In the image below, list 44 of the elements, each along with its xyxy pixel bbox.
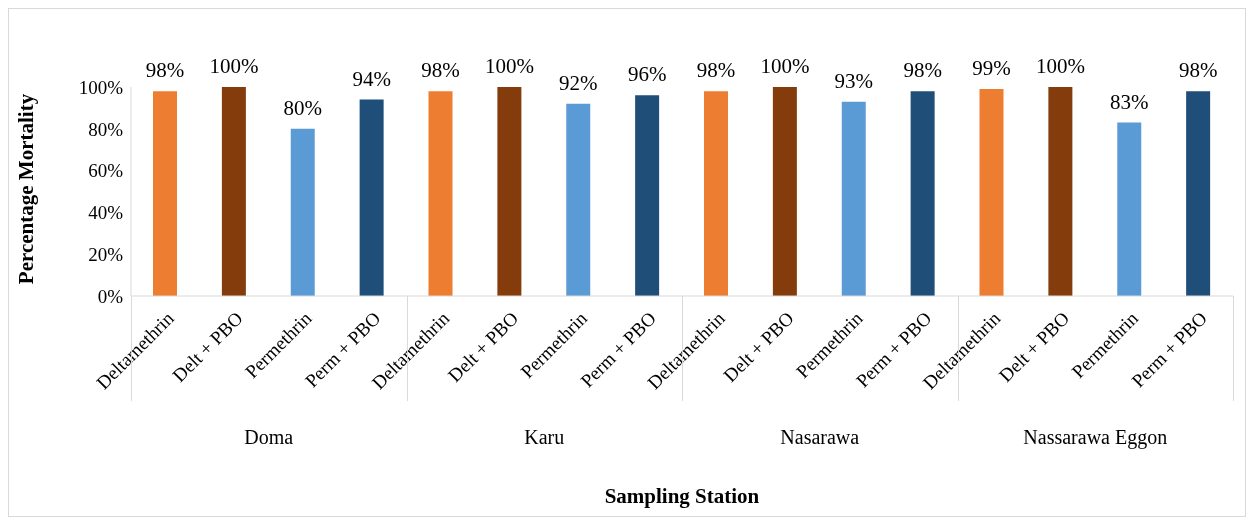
data-label: 100% — [1035, 54, 1085, 78]
bar — [979, 89, 1004, 296]
bar — [1048, 87, 1073, 296]
data-label: 94% — [352, 66, 391, 91]
data-label: 98% — [1178, 58, 1218, 83]
bar — [841, 101, 866, 296]
data-label: 80% — [283, 95, 322, 120]
bar — [566, 103, 591, 296]
data-label: 100% — [760, 54, 810, 78]
bar — [290, 128, 315, 296]
bar — [772, 87, 797, 296]
text: Doma — [243, 426, 295, 449]
text: Nasarawa — [779, 426, 861, 449]
bar — [704, 91, 728, 296]
text: Karu — [523, 426, 566, 449]
data-label: 98% — [696, 58, 736, 83]
y-tick-label: 80% — [88, 118, 124, 140]
bar — [1186, 91, 1211, 296]
y-tick-label: 60% — [88, 160, 124, 182]
y-tick-label: 100% — [78, 76, 124, 98]
text: Nassarawa Eggon — [1022, 426, 1169, 449]
data-label: 100% — [209, 54, 259, 78]
bar — [153, 91, 177, 296]
data-label: 100% — [484, 54, 534, 78]
data-label: 98% — [145, 58, 185, 83]
bar — [635, 95, 660, 296]
bar — [1117, 122, 1142, 296]
data-label: 92% — [559, 70, 598, 95]
data-label: 93% — [834, 68, 873, 93]
data-label: 98% — [421, 58, 460, 83]
bar — [428, 91, 453, 296]
data-label: 98% — [903, 58, 942, 83]
y-tick-label: 40% — [88, 202, 124, 224]
bar — [497, 87, 522, 296]
data-label: 83% — [1110, 89, 1149, 114]
y-tick-label: 0% — [97, 285, 124, 307]
bar — [910, 91, 935, 296]
bar — [359, 99, 384, 296]
data-label: 96% — [627, 62, 667, 87]
y-tick-label: 20% — [88, 243, 124, 265]
x-axis-title: Sampling Station — [603, 484, 761, 509]
y-axis-title: Percentage Mortality — [13, 93, 39, 285]
data-label: 99% — [972, 56, 1011, 81]
bar — [221, 87, 246, 296]
